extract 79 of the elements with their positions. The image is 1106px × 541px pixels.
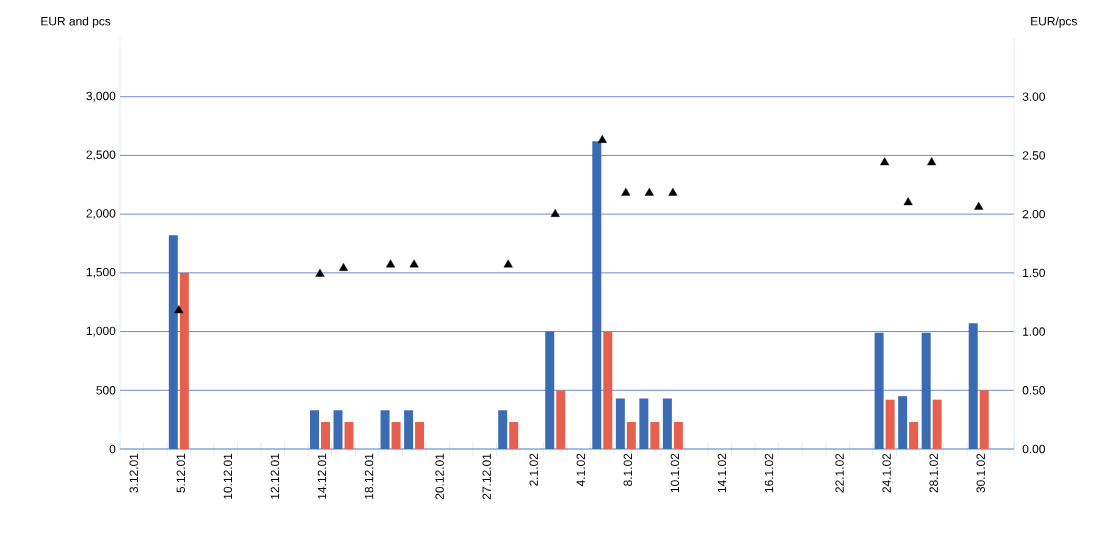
x-tick-label: 14.1.02	[717, 453, 727, 493]
point	[503, 259, 513, 268]
bar	[509, 421, 519, 449]
bar	[603, 331, 613, 449]
bar	[545, 331, 555, 449]
point	[974, 201, 984, 210]
bar	[626, 421, 636, 449]
y-tick-label: 1,000	[86, 326, 116, 337]
y2-tick-label: 2.00	[1022, 209, 1045, 219]
point	[621, 187, 631, 196]
bar	[344, 421, 354, 449]
point	[644, 187, 654, 196]
point	[315, 268, 325, 277]
bar	[650, 421, 660, 449]
x-tick-label: 28.1.02	[929, 453, 938, 493]
x-tick-label: 30.1.02	[976, 453, 985, 493]
x-tick-label: 10.1.02	[670, 453, 680, 493]
point	[550, 208, 560, 217]
point	[338, 262, 349, 271]
bar	[391, 421, 401, 449]
point	[409, 259, 419, 268]
bar	[592, 141, 602, 449]
bar	[179, 272, 189, 449]
y-tick-label: 2,000	[86, 209, 116, 220]
bar	[662, 398, 672, 449]
y-tick-label: 1,500	[86, 267, 116, 278]
x-tick-label: 10.12.01	[223, 453, 233, 499]
point	[174, 305, 184, 314]
bar	[498, 410, 508, 449]
bar	[898, 396, 908, 449]
y2-tick-label: 2.50	[1022, 151, 1045, 160]
point	[903, 197, 913, 206]
y-axis-title: EUR and pcs	[41, 16, 111, 28]
bar	[639, 398, 649, 449]
y2-tick-label: 0.00	[1022, 444, 1045, 454]
y2-axis-title: EUR/pcs	[1031, 16, 1077, 28]
x-tick-label: 14.12.01	[317, 453, 327, 499]
point	[597, 134, 607, 143]
x-tick-label: 24.1.02	[882, 453, 891, 493]
y-tick-label: 500	[96, 386, 116, 395]
y-tick-label: 0	[109, 444, 116, 454]
x-tick-label: 12.12.01	[270, 453, 280, 499]
bar	[673, 421, 683, 449]
bar	[979, 390, 989, 449]
bar	[909, 421, 919, 449]
bar	[404, 410, 414, 449]
x-tick-label: 8.1.02	[623, 453, 633, 486]
y2-tick-label: 1.50	[1023, 268, 1045, 278]
bar	[885, 399, 895, 449]
x-tick-label: 5.12.01	[176, 453, 186, 493]
x-tick-label: 22.1.02	[835, 453, 844, 493]
bar	[415, 421, 425, 449]
bar	[320, 421, 330, 449]
point	[668, 187, 678, 196]
bar	[556, 390, 566, 449]
y-tick-label: 3,000	[86, 91, 116, 102]
bar	[309, 410, 319, 449]
bar	[168, 235, 178, 449]
x-tick-label: 3.12.01	[129, 453, 138, 493]
point	[880, 157, 890, 166]
bar	[874, 332, 884, 449]
bar	[932, 399, 942, 449]
y2-tick-label: 0.50	[1022, 386, 1045, 395]
bar	[921, 332, 931, 449]
y2-tick-label: 1.00	[1023, 327, 1045, 336]
y-tick-label: 2,500	[86, 150, 116, 161]
x-tick-label: 18.12.01	[364, 453, 374, 499]
point	[386, 259, 396, 268]
x-tick-label: 16.1.02	[764, 453, 774, 493]
x-tick-label: 20.12.01	[435, 453, 444, 500]
x-tick-label: 2.1.02	[529, 453, 538, 486]
x-tick-label: 4.1.02	[576, 453, 585, 487]
point	[927, 157, 937, 166]
x-tick-label: 27.12.01	[482, 453, 491, 500]
bar	[380, 410, 390, 449]
bar	[333, 410, 343, 449]
bar	[615, 398, 625, 449]
y2-tick-label: 3.00	[1022, 92, 1045, 101]
bar	[968, 323, 978, 449]
